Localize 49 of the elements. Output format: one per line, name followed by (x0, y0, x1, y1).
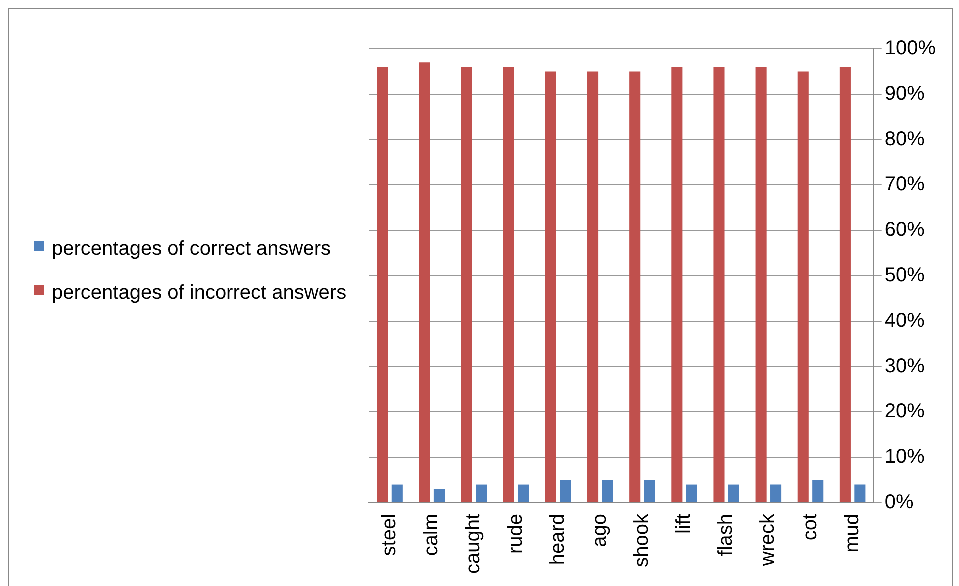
legend-label: percentages of incorrect answers (52, 281, 347, 306)
bar (854, 484, 866, 502)
x-tick-label: lift (673, 514, 696, 534)
bar (392, 484, 403, 502)
bar (461, 67, 472, 502)
bar (419, 62, 430, 502)
x-tick-label: mud (841, 514, 864, 553)
bar (714, 67, 725, 502)
bar (756, 67, 767, 502)
y-tick-label: 0% (884, 491, 914, 514)
y-tick-label: 80% (884, 128, 926, 150)
bar (686, 484, 698, 502)
bar (560, 480, 572, 502)
y-tick-label: 20% (884, 400, 926, 423)
bar (518, 484, 530, 502)
x-tick-label: rude (504, 514, 527, 554)
y-tick-label: 90% (884, 82, 926, 105)
bar (770, 484, 782, 502)
legend-label: percentages of correct answers (52, 237, 332, 262)
bar (588, 72, 599, 502)
x-tick-label: caught (462, 514, 485, 574)
y-tick-label: 100% (884, 38, 936, 60)
bar (728, 484, 740, 502)
bar (812, 480, 824, 502)
bar (630, 72, 641, 502)
bar (545, 72, 556, 502)
bar (672, 67, 683, 502)
x-tick-label: steel (378, 514, 401, 556)
bar (434, 489, 445, 502)
bar (602, 480, 614, 502)
bar (476, 484, 488, 502)
x-tick-label: shook (630, 512, 653, 568)
x-tick-label: wreck (757, 512, 780, 568)
y-tick-label: 50% (884, 264, 926, 286)
x-tick-label: heard (546, 514, 569, 566)
x-tick-label: ago (588, 514, 611, 548)
bar (840, 67, 851, 502)
bar (377, 67, 388, 502)
bar (798, 72, 809, 502)
bar (503, 67, 514, 502)
y-tick-label: 40% (884, 310, 926, 332)
x-tick-label: flash (715, 514, 738, 556)
y-tick-label: 30% (884, 355, 926, 378)
y-tick-label: 10% (884, 446, 926, 468)
x-tick-label: calm (420, 514, 443, 556)
bar (644, 480, 656, 502)
x-tick-label: cot (799, 514, 822, 541)
y-tick-label: 70% (884, 174, 926, 196)
y-tick-label: 60% (884, 219, 926, 242)
